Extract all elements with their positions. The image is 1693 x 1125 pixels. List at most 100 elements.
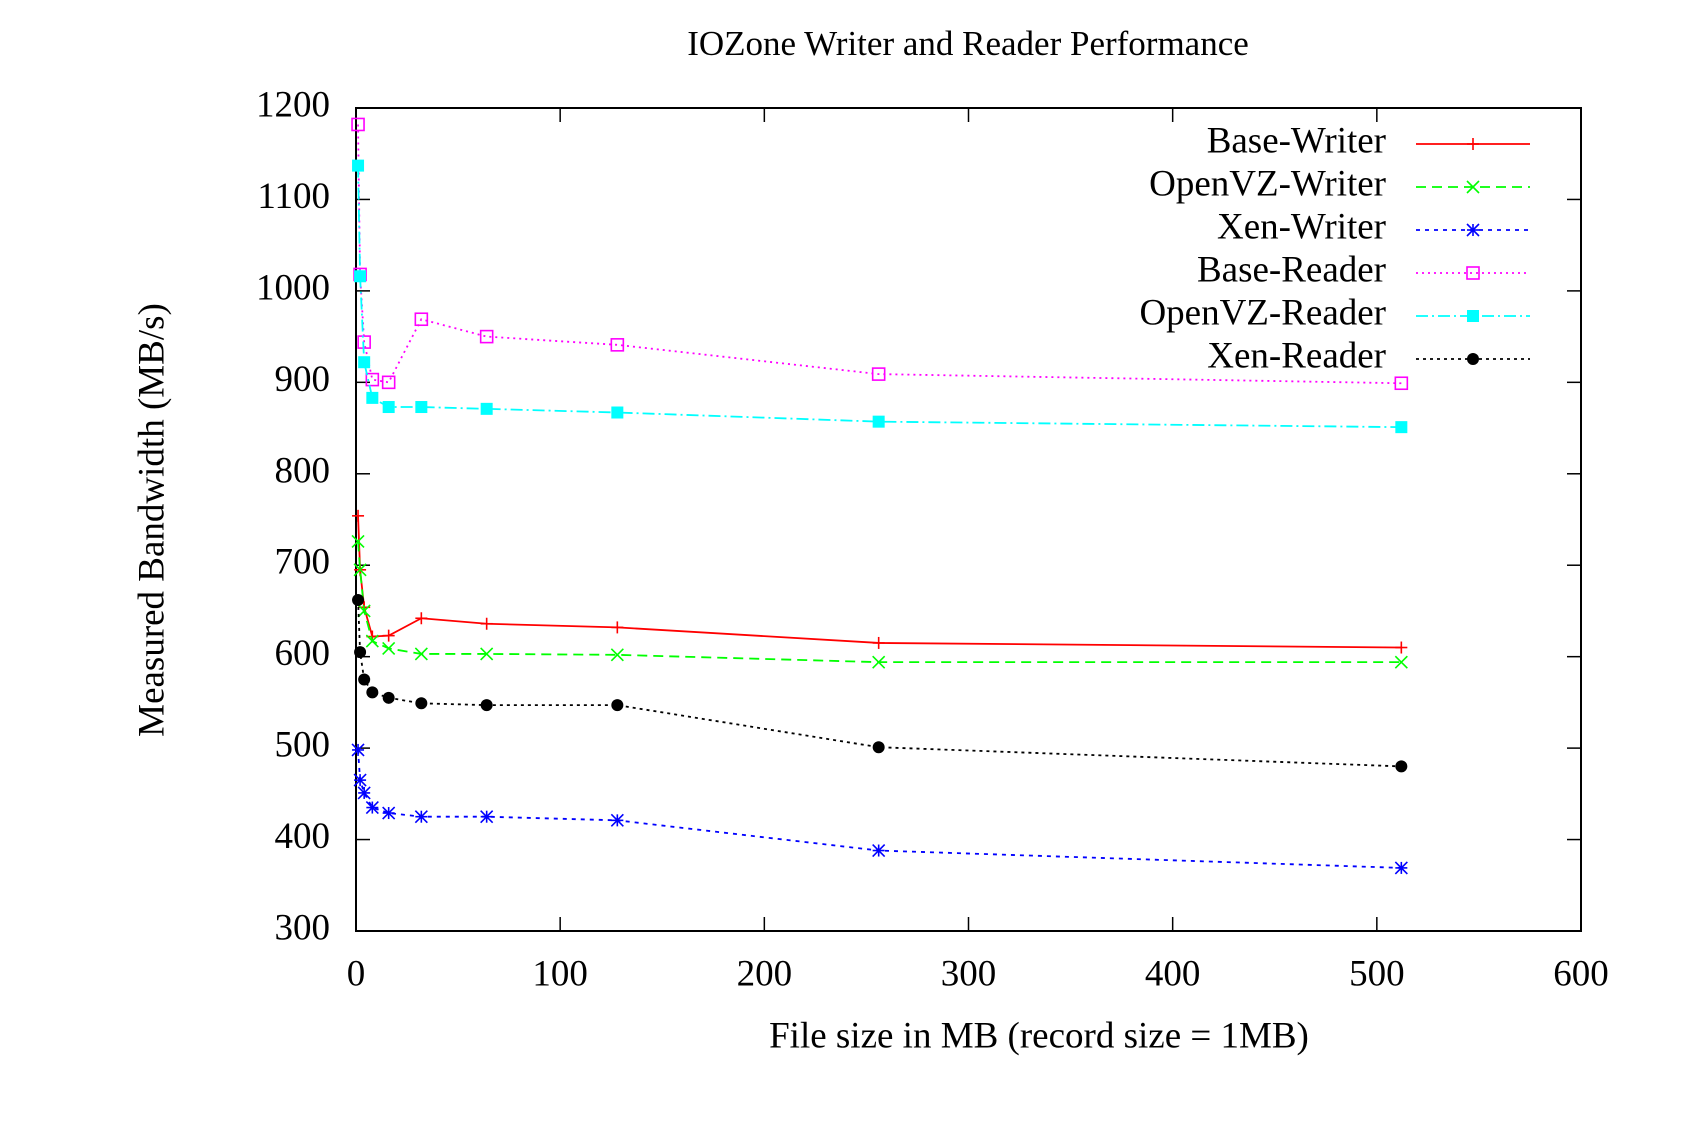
marker-stroke [1394, 861, 1408, 875]
marker-shape [1395, 760, 1408, 773]
marker-shape [354, 270, 367, 283]
y-tick-label: 1100 [257, 176, 330, 217]
point-marker [382, 401, 395, 414]
marker-shape [414, 312, 429, 327]
marker-shape [610, 338, 625, 352]
legend-label: Base-Reader [1197, 249, 1386, 290]
y-tick-label: 800 [275, 450, 331, 491]
marker-stroke [353, 563, 367, 577]
point-marker [1467, 138, 1479, 150]
marker-shape [381, 375, 396, 390]
legend-label: Xen-Writer [1217, 206, 1386, 247]
point-marker [358, 673, 371, 686]
y-axis-label: Measured Bandwidth (MB/s) [131, 303, 172, 737]
marker-stroke [365, 800, 379, 815]
point-marker [352, 159, 365, 172]
point-marker [382, 629, 395, 642]
legend-label: OpenVZ-Reader [1139, 292, 1386, 333]
point-marker [1394, 376, 1409, 391]
point-marker [382, 641, 396, 656]
x-tick-label: 500 [1349, 953, 1405, 994]
x-tick-label: 0 [347, 953, 366, 994]
marker-shape [611, 406, 624, 419]
point-marker [381, 375, 396, 390]
marker-stroke [872, 843, 886, 858]
marker-shape [366, 391, 379, 404]
point-marker [354, 270, 367, 283]
point-marker [480, 402, 493, 415]
marker-shape [871, 367, 886, 381]
marker-shape [872, 415, 885, 428]
point-marker [1395, 421, 1408, 434]
y-tick-label: 900 [275, 359, 331, 400]
point-marker [1394, 861, 1408, 875]
marker-stroke [1466, 180, 1480, 194]
point-marker [480, 617, 493, 630]
point-marker [871, 367, 886, 381]
legend-label: OpenVZ-Writer [1149, 163, 1386, 204]
point-marker [611, 699, 624, 712]
plot-frame [355, 107, 1582, 932]
marker-shape [1466, 266, 1480, 280]
y-tick-label: 1200 [256, 84, 330, 125]
point-marker [358, 356, 371, 369]
point-marker [351, 534, 365, 549]
point-marker [1466, 223, 1480, 237]
marker-stroke [365, 634, 379, 648]
point-marker [480, 699, 493, 712]
marker-stroke [480, 810, 494, 824]
marker-stroke [382, 806, 396, 820]
point-marker [414, 810, 428, 824]
marker-shape [352, 159, 365, 172]
marker-stroke [610, 813, 624, 827]
point-marker [1467, 310, 1479, 322]
x-tick-label: 300 [941, 953, 997, 994]
marker-stroke [353, 773, 367, 787]
marker-stroke [357, 604, 371, 618]
point-marker [382, 691, 395, 704]
marker-shape [415, 697, 428, 710]
x-tick-label: 100 [532, 953, 588, 994]
point-marker [415, 401, 428, 414]
marker-stroke [351, 743, 365, 757]
y-tick-label: 1000 [256, 267, 330, 308]
marker-shape [1395, 421, 1408, 434]
point-marker [354, 646, 367, 659]
point-marker [366, 686, 379, 699]
marker-stroke [414, 810, 428, 824]
point-marker [353, 773, 367, 787]
point-marker [414, 647, 428, 661]
point-marker [479, 329, 494, 344]
point-marker [352, 509, 365, 522]
y-tick-label: 700 [275, 542, 331, 583]
y-tick-label: 600 [275, 633, 331, 674]
point-marker [480, 810, 494, 824]
marker-stroke [414, 647, 428, 661]
marker-shape [480, 402, 493, 415]
point-marker [872, 741, 885, 754]
series-line [357, 541, 1402, 664]
marker-shape [354, 646, 367, 659]
point-marker [872, 415, 885, 428]
point-marker [366, 391, 379, 404]
marker-stroke [351, 534, 365, 549]
point-marker [382, 806, 396, 820]
marker-shape [366, 686, 379, 699]
point-marker [351, 117, 365, 132]
point-marker [610, 648, 624, 662]
series-line [357, 749, 1402, 869]
point-marker [357, 786, 371, 800]
marker-shape [351, 117, 365, 132]
marker-shape [479, 329, 494, 344]
point-marker [357, 604, 371, 618]
point-marker [480, 647, 494, 661]
y-tick-label: 300 [275, 907, 331, 948]
point-marker [351, 743, 365, 757]
x-tick-label: 200 [737, 953, 793, 994]
x-tick-label: 400 [1145, 953, 1201, 994]
point-marker [414, 312, 429, 327]
marker-shape [358, 356, 371, 369]
marker-shape [1467, 310, 1479, 322]
y-tick-label: 500 [275, 725, 331, 766]
